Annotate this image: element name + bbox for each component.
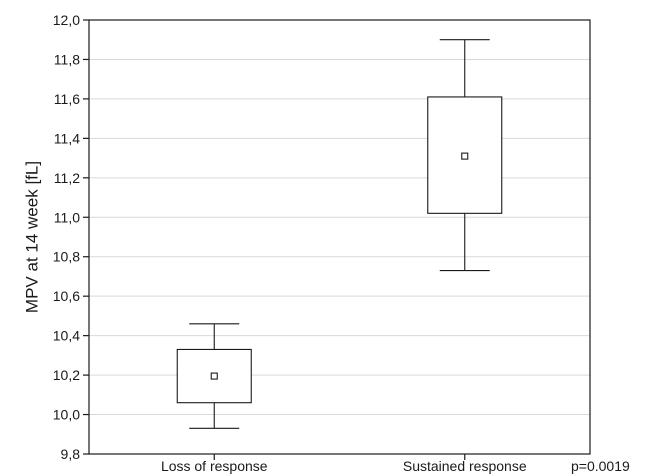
- box-series: [176, 39, 503, 429]
- y-tick-label: 10,8: [53, 249, 80, 265]
- y-axis-title: MPV at 14 week [fL]: [22, 161, 41, 313]
- box-loss-of-response: [176, 323, 252, 429]
- plot-frame: [88, 19, 591, 455]
- box-sustained-response: [427, 39, 503, 272]
- y-tick-label: 11,2: [54, 170, 80, 186]
- y-tick-label: 10,2: [53, 367, 80, 383]
- center-marker: [210, 372, 218, 380]
- y-tick-label: 10,4: [53, 328, 80, 344]
- y-tick-label: 10,0: [53, 407, 80, 423]
- y-tick-label: 11,0: [54, 209, 80, 225]
- y-tick-label: 11,4: [54, 130, 80, 146]
- center-marker: [461, 152, 469, 160]
- y-tick-label: 9,8: [61, 446, 81, 462]
- x-axis: Loss of response Sustained response: [161, 454, 527, 474]
- p-value-annotation: p=0.0019: [571, 458, 630, 474]
- y-tick-label: 10,6: [53, 288, 80, 304]
- y-axis: 9,8 10,0 10,2 10,4 10,6 10,8 11,0 11,2 11,4 11,6 1…: [53, 12, 89, 462]
- gridlines: [89, 58, 590, 416]
- y-tick-label: 11,6: [54, 91, 80, 107]
- x-tick-label: Sustained response: [403, 458, 527, 474]
- y-tick-label: 12,0: [53, 12, 80, 28]
- y-tick-label: 11,8: [54, 51, 80, 67]
- x-tick-label: Loss of response: [161, 458, 268, 474]
